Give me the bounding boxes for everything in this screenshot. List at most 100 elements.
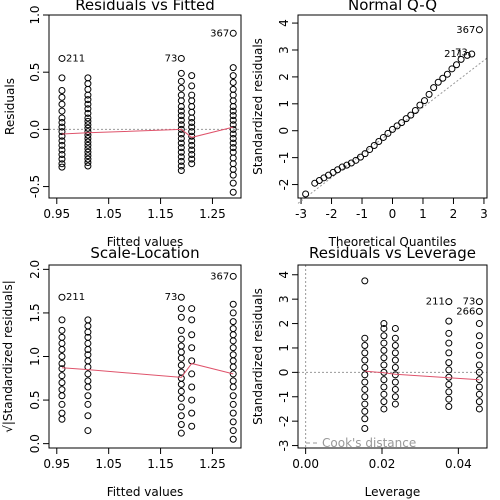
data-point (361, 415, 369, 423)
y-axis-label: Standardized residuals (251, 38, 265, 175)
data-point (361, 385, 369, 393)
smoother-line (61, 362, 234, 378)
data-point (416, 101, 424, 109)
data-point (177, 326, 185, 334)
data-point (177, 412, 185, 420)
plot-frame (48, 264, 242, 449)
data-point (356, 153, 364, 161)
chart-title: Residuals vs Fitted (75, 0, 215, 14)
data-point (445, 317, 453, 325)
data-point (338, 163, 346, 171)
data-point (188, 119, 196, 127)
data-point (188, 123, 196, 131)
data-point (384, 129, 392, 137)
data-point (58, 132, 66, 140)
data-point (84, 322, 92, 330)
data-point (58, 333, 66, 341)
data-point (58, 326, 66, 334)
data-point (380, 405, 388, 413)
data-point (177, 97, 185, 105)
data-point (229, 272, 237, 280)
x-tick-label: 1.05 (95, 457, 122, 471)
y-tick-label: 4 (277, 19, 291, 27)
data-point (58, 163, 66, 171)
y-tick-label: 0.0 (28, 120, 42, 139)
y-tick-label: 0.5 (28, 63, 42, 82)
y-axis-label: Residuals (3, 78, 17, 135)
data-point (177, 139, 185, 147)
data-point (391, 363, 399, 371)
data-point (229, 400, 237, 408)
data-point (361, 356, 369, 364)
data-point (229, 409, 237, 417)
qq-reference-line (297, 57, 488, 204)
data-point (84, 114, 92, 122)
data-point (177, 348, 185, 356)
data-point (445, 381, 453, 389)
data-point (84, 135, 92, 143)
smoother-line (61, 126, 234, 138)
data-point (380, 346, 388, 354)
data-point (229, 325, 237, 333)
point-label: 211 (66, 292, 85, 303)
data-point (229, 179, 237, 187)
data-point (177, 103, 185, 110)
x-tick-label: -1 (356, 207, 368, 221)
smoother-line (364, 370, 480, 381)
y-tick-label: 1.0 (28, 347, 42, 366)
data-point (352, 156, 360, 164)
data-point (439, 74, 447, 82)
data-point (475, 368, 483, 376)
data-point (188, 82, 196, 90)
x-tick-label: 1 (419, 207, 427, 221)
plot-frame (48, 14, 242, 199)
data-point (402, 115, 410, 123)
y-tick-label: -1 (277, 391, 291, 403)
data-point (177, 305, 185, 313)
y-tick-label: 1 (277, 100, 291, 108)
data-point (177, 116, 185, 124)
data-point (361, 400, 369, 408)
y-tick-label: 0 (277, 369, 291, 377)
data-point (229, 363, 237, 371)
data-point (229, 171, 237, 179)
x-tick-label: 3 (480, 207, 488, 221)
data-point (177, 293, 185, 301)
data-point (229, 107, 237, 115)
data-point (445, 403, 453, 411)
data-point (58, 137, 66, 145)
point-label: 73 (463, 297, 476, 308)
data-point (229, 85, 237, 93)
data-point (58, 372, 66, 380)
data-point (84, 124, 92, 132)
data-point (177, 91, 185, 99)
data-point (58, 160, 66, 168)
data-point (361, 342, 369, 350)
plot-frame (297, 264, 488, 449)
data-point (177, 380, 185, 388)
data-point (229, 160, 237, 168)
y-tick-label: -3 (277, 440, 291, 452)
data-point (84, 412, 92, 420)
data-point (445, 349, 453, 357)
data-point (229, 144, 237, 152)
data-point (177, 394, 185, 402)
data-point (391, 385, 399, 393)
data-point (177, 167, 185, 175)
data-point (229, 392, 237, 400)
x-tick-label: -2 (326, 207, 338, 221)
residuals-vs-fitted-panel: Residuals vs Fitted Fitted values Residual… (3, 0, 242, 249)
point-label: 211 (66, 53, 85, 64)
y-tick-label: 0.0 (28, 434, 42, 453)
chart-title: Residuals vs Leverage (309, 244, 476, 262)
data-point (475, 320, 483, 328)
x-axis-label: Fitted values (107, 485, 184, 499)
data-point (434, 78, 442, 86)
data-point (177, 112, 185, 120)
point-label: 211 (426, 297, 445, 308)
data-point (177, 374, 185, 382)
data-point (58, 339, 66, 347)
data-point (58, 114, 66, 122)
data-point (445, 298, 453, 306)
x-tick-label: 0.95 (43, 457, 70, 471)
